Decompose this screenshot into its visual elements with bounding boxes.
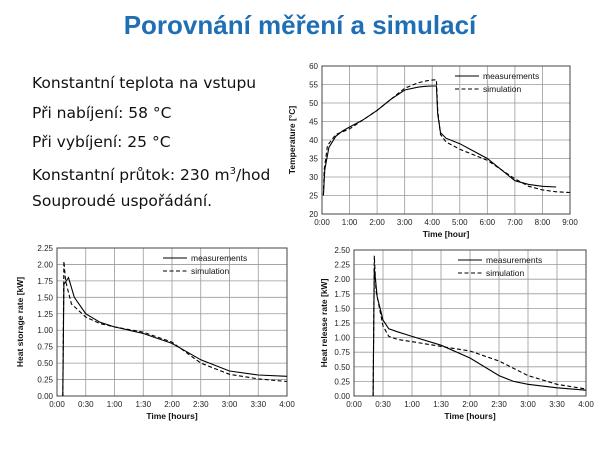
y-tick-label: 25 — [309, 192, 318, 201]
y-tick-label: 35 — [309, 155, 318, 164]
legend-label-simulation: simulation — [483, 84, 522, 94]
y-tick-label: 40 — [309, 136, 318, 145]
y-tick-label: 0.00 — [37, 392, 53, 401]
x-tick-label: 4:00 — [424, 218, 440, 227]
x-tick-label: 0:30 — [375, 400, 391, 409]
x-tick-label: 7:00 — [507, 218, 523, 227]
y-tick-label: 55 — [309, 81, 318, 90]
bullet-item: Konstantní teplota na vstupu — [32, 74, 257, 92]
x-tick-label: 0:30 — [78, 400, 94, 409]
x-tick-label: 1:00 — [342, 218, 358, 227]
y-tick-label: 1.25 — [334, 319, 350, 328]
heat-release-chart: 0:00 0:30 1:00 1:30 2:00 2:30 3:00 3:30 4:00 0.00… — [319, 246, 594, 421]
simulation-line — [322, 79, 571, 196]
bullet-superscript: 3 — [229, 165, 237, 177]
y-tick-label: 45 — [309, 118, 318, 127]
y-tick-label: 1.50 — [334, 304, 350, 313]
x-tick-label: 1:30 — [433, 400, 449, 409]
bullet-text: /hod — [236, 165, 271, 184]
y-axis-label: Heat storage rate [kW] — [15, 277, 25, 367]
y-tick-label: 2.00 — [334, 275, 350, 284]
y-axis-label: Temperature [°C] — [287, 106, 297, 175]
bullet-item: Při nabíjení: 58 °C — [32, 103, 172, 122]
legend-label-measurements: measurements — [483, 71, 539, 81]
x-tick-label: 9:00 — [562, 218, 578, 227]
x-tick-label: 1:00 — [107, 400, 123, 409]
x-tick-label: 5:00 — [452, 218, 468, 227]
x-tick-label: 0:00 — [49, 400, 65, 409]
bullet-list: Konstantní teplota na vstupu Při nabíjen… — [32, 72, 302, 220]
plot-frame — [321, 65, 571, 215]
x-tick-label: 6:00 — [480, 218, 496, 227]
y-tick-label: 1.25 — [37, 310, 53, 319]
x-tick-label: 1:30 — [135, 400, 151, 409]
x-tick-label: 3:30 — [250, 400, 266, 409]
heat-storage-chart: 0:00 0:30 1:00 1:30 2:00 2:30 3:00 3:30 4:00 0.00… — [15, 244, 295, 421]
x-tick-label: 2:30 — [491, 400, 507, 409]
x-tick-label: 3:30 — [549, 400, 565, 409]
legend-label-measurements: measurements — [486, 255, 542, 265]
simulation-line — [372, 255, 587, 397]
y-tick-label: 1.75 — [37, 277, 53, 286]
y-tick-label: 0.25 — [334, 377, 350, 386]
x-tick-label: 3:00 — [397, 218, 413, 227]
bullet-item: Konstantní průtok: 230 m3/hod — [32, 161, 302, 191]
x-tick-label: 1:00 — [404, 400, 420, 409]
y-tick-label: 1.00 — [334, 334, 350, 343]
x-tick-label: 2:30 — [193, 400, 209, 409]
x-tick-label: 0:00 — [346, 400, 362, 409]
y-tick-label: 30 — [309, 173, 318, 182]
x-tick-label: 3:00 — [520, 400, 536, 409]
legend-label-measurements: measurements — [191, 253, 247, 263]
y-tick-label: 1.50 — [37, 293, 53, 302]
y-tick-label: 2.50 — [334, 246, 350, 255]
slide-title: Porovnání měření a simulací — [123, 10, 477, 40]
temperature-chart: 0:00 1:00 2:00 3:00 4:00 5:00 6:00 7:00 8:00 9:00… — [287, 62, 578, 239]
x-tick-label: 2:00 — [164, 400, 180, 409]
x-axis-label: Time [hours] — [444, 411, 495, 421]
y-tick-label: 1.75 — [334, 290, 350, 299]
y-tick-label: 0.50 — [334, 363, 350, 372]
y-tick-label: 2.00 — [37, 260, 53, 269]
bullet-item: Souproudé uspořádání. — [32, 192, 213, 210]
x-tick-label: 3:00 — [222, 400, 238, 409]
x-tick-label: 4:00 — [578, 400, 594, 409]
y-tick-label: 0.00 — [334, 392, 350, 401]
x-tick-label: 2:00 — [369, 218, 385, 227]
x-tick-label: 8:00 — [535, 218, 551, 227]
plot-frame — [353, 249, 587, 397]
measurements-line — [372, 267, 587, 397]
simulation-line — [62, 261, 288, 397]
x-tick-label: 2:00 — [462, 400, 478, 409]
legend-label-simulation: simulation — [486, 268, 525, 278]
y-tick-label: 0.25 — [37, 376, 53, 385]
y-tick-label: 1.00 — [37, 326, 53, 335]
x-axis-label: Time [hours] — [146, 411, 197, 421]
y-tick-label: 60 — [309, 62, 318, 71]
y-tick-label: 50 — [309, 99, 318, 108]
y-tick-label: 2.25 — [334, 261, 350, 270]
y-tick-label: 2.25 — [37, 244, 53, 253]
y-tick-label: 0.75 — [334, 348, 350, 357]
x-tick-label: 0:00 — [314, 218, 330, 227]
y-tick-label: 0.50 — [37, 359, 53, 368]
y-tick-label: 20 — [309, 210, 318, 219]
measurements-line — [322, 85, 557, 196]
y-tick-label: 0.75 — [37, 343, 53, 352]
x-tick-label: 4:00 — [279, 400, 295, 409]
x-axis-label: Time [hour] — [423, 229, 470, 239]
legend-label-simulation: simulation — [191, 266, 230, 276]
plot-frame — [56, 247, 288, 397]
bullet-text: Konstantní průtok: 230 m — [32, 165, 230, 184]
y-axis-label: Heat release rate [kW] — [319, 278, 329, 367]
bullet-item: Při vybíjení: 25 °C — [32, 133, 171, 151]
